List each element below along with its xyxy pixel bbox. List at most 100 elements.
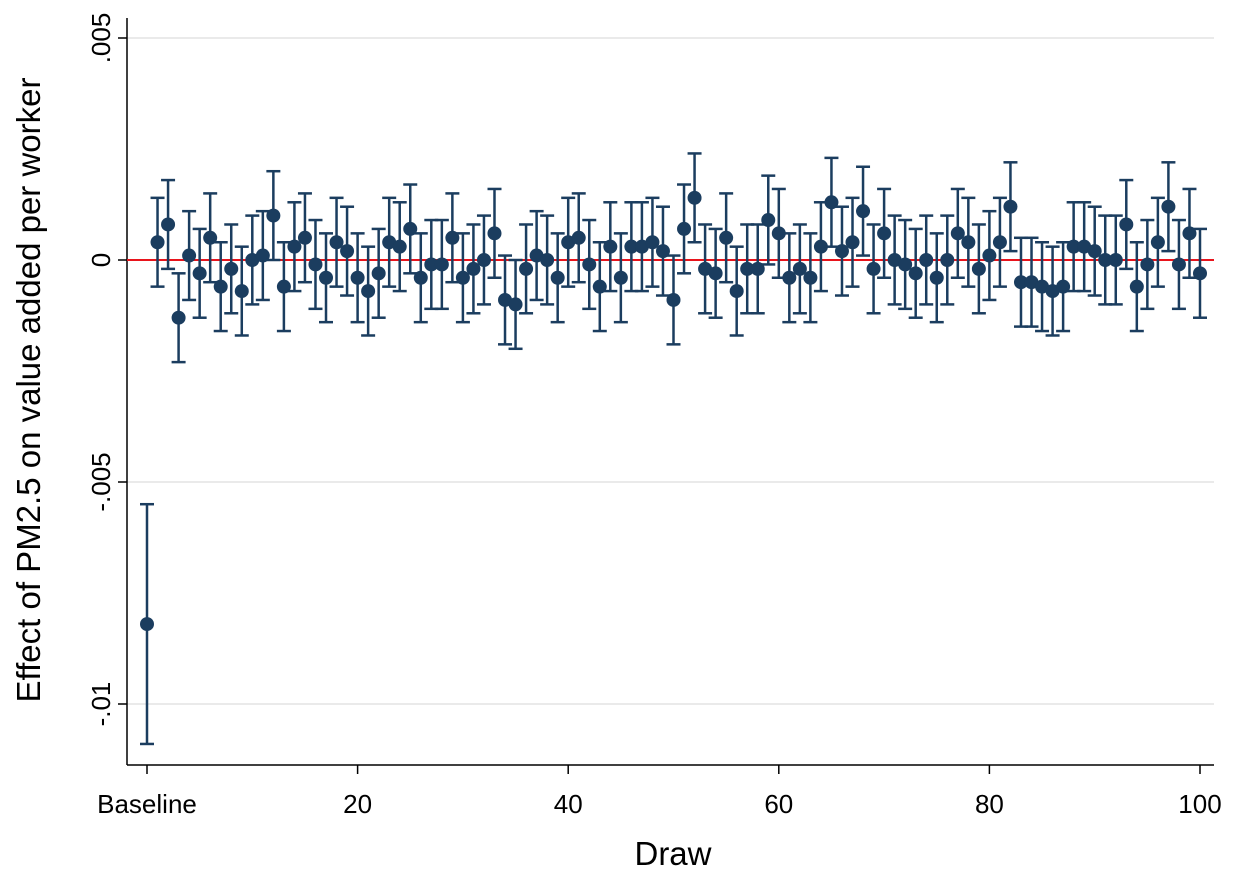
grid-layer xyxy=(127,37,1214,705)
point-marker xyxy=(603,239,618,254)
point-marker xyxy=(287,239,302,254)
point-marker xyxy=(519,261,534,276)
draw-point xyxy=(203,192,218,284)
ticks-layer: .005 0 -.005 -.01 Baseline 20 40 60 80 100 xyxy=(86,13,1222,819)
draw-point xyxy=(413,232,428,324)
draw-point xyxy=(950,187,965,280)
point-marker xyxy=(319,270,334,285)
draw-point xyxy=(1171,218,1186,311)
point-marker xyxy=(856,204,871,219)
draw-point xyxy=(255,209,270,302)
point-marker xyxy=(424,257,439,272)
point-marker xyxy=(677,221,692,236)
point-marker xyxy=(529,248,544,263)
point-marker xyxy=(561,235,576,250)
draw-point xyxy=(1045,245,1060,337)
draw-point xyxy=(276,240,291,333)
draw-point xyxy=(245,214,260,306)
point-marker xyxy=(434,257,449,272)
point-marker xyxy=(403,221,418,236)
draw-point xyxy=(613,232,628,324)
draw-point xyxy=(1150,196,1165,288)
draw-point xyxy=(761,174,776,266)
point-marker xyxy=(624,239,639,254)
point-marker xyxy=(350,270,365,285)
draw-point xyxy=(1077,201,1092,293)
point-marker xyxy=(719,230,734,245)
draw-point xyxy=(224,223,239,315)
y-tick-label: 0 xyxy=(86,253,116,267)
point-marker xyxy=(940,253,955,267)
draw-point xyxy=(487,187,502,280)
draw-point xyxy=(992,196,1007,288)
draw-point xyxy=(782,232,797,324)
point-marker xyxy=(592,279,607,294)
point-marker xyxy=(308,257,323,272)
draw-point xyxy=(213,240,228,333)
draw-point xyxy=(192,227,207,319)
draw-point xyxy=(898,218,913,311)
point-marker xyxy=(150,235,165,250)
point-marker xyxy=(634,239,649,254)
draw-point xyxy=(834,205,849,297)
point-marker xyxy=(1171,257,1186,272)
axes-layer xyxy=(126,18,1214,766)
draw-point xyxy=(287,201,302,293)
point-marker xyxy=(392,239,407,254)
point-marker xyxy=(540,253,555,267)
point-marker xyxy=(1056,279,1071,294)
point-marker xyxy=(687,190,702,205)
draw-point xyxy=(519,223,534,315)
draw-point xyxy=(940,214,955,306)
draw-point xyxy=(1108,214,1123,306)
draw-point xyxy=(719,192,734,284)
draw-point xyxy=(297,192,312,284)
point-marker xyxy=(466,261,481,276)
draw-point xyxy=(792,223,807,315)
draw-point xyxy=(856,165,871,257)
point-marker xyxy=(413,270,428,285)
point-marker xyxy=(698,261,713,276)
draw-point xyxy=(382,196,397,288)
draw-point xyxy=(508,258,523,351)
point-marker xyxy=(1087,244,1102,259)
draw-point xyxy=(645,196,660,288)
draw-point xyxy=(655,205,670,297)
draw-point xyxy=(1035,240,1050,333)
point-marker xyxy=(340,244,355,259)
point-marker xyxy=(813,239,828,254)
draw-point xyxy=(455,232,470,324)
point-marker xyxy=(666,292,681,307)
draw-point xyxy=(1161,161,1176,253)
point-marker xyxy=(1119,217,1134,232)
draw-point xyxy=(971,223,986,315)
point-marker xyxy=(645,235,660,250)
draw-point xyxy=(234,245,249,337)
point-marker xyxy=(234,284,249,299)
draw-point xyxy=(929,232,944,324)
point-marker xyxy=(771,226,786,241)
point-marker xyxy=(476,253,491,267)
point-marker xyxy=(655,244,670,259)
point-marker xyxy=(1013,275,1028,290)
draw-point xyxy=(361,245,376,337)
draw-point xyxy=(603,201,618,293)
baseline-point xyxy=(140,502,154,746)
draw-point xyxy=(1193,227,1207,319)
point-marker xyxy=(1045,284,1060,299)
point-marker xyxy=(1129,279,1144,294)
point-marker xyxy=(1193,266,1207,281)
point-marker xyxy=(782,270,797,285)
point-marker xyxy=(213,279,228,294)
draw-point xyxy=(329,196,344,288)
point-marker xyxy=(329,235,344,250)
point-marker xyxy=(929,270,944,285)
point-marker xyxy=(1161,199,1176,214)
x-axis-label: Draw xyxy=(634,835,711,871)
draw-point xyxy=(150,196,165,288)
point-marker xyxy=(266,208,281,223)
point-marker xyxy=(834,244,849,259)
draw-point xyxy=(803,232,818,324)
draw-point xyxy=(498,254,513,346)
